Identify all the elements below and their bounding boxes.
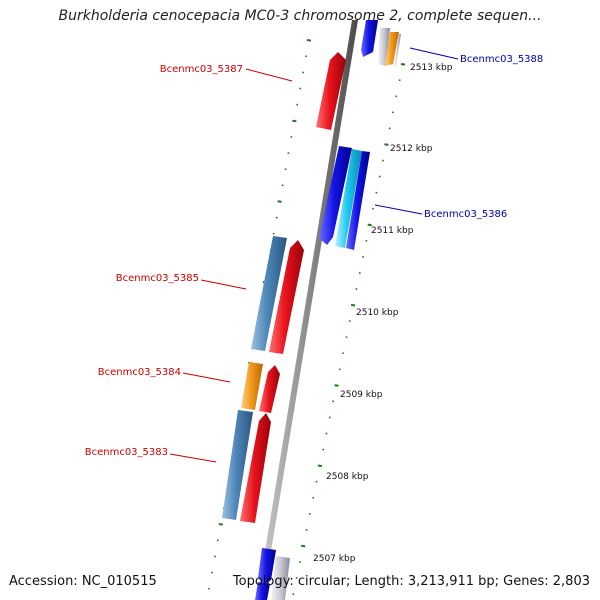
gene-label-bcenmc03-5387[interactable]: Bcenmc03_5387: [160, 64, 243, 75]
scale-label: 2510 kbp: [356, 308, 399, 318]
gene-label-bcenmc03-5384[interactable]: Bcenmc03_5384: [98, 367, 181, 378]
gene-label-bcenmc03-5388[interactable]: Bcenmc03_5388: [460, 54, 543, 65]
scale-label: 2508 kbp: [326, 472, 369, 482]
scale-label: 2512 kbp: [390, 144, 433, 154]
gene-label-bcenmc03-5386[interactable]: Bcenmc03_5386: [424, 209, 507, 220]
major-tick: [292, 119, 297, 123]
major-tick: [306, 39, 312, 42]
gene-arrow-blue[interactable]: [346, 151, 370, 250]
scale-label: 2509 kbp: [340, 390, 383, 400]
leader-line: [182, 372, 231, 383]
leader-line: [409, 47, 459, 60]
gene-arrow-red[interactable]: [240, 413, 271, 523]
gene-arrow-blue[interactable]: [258, 548, 276, 585]
accession-text: Accession: NC_010515: [9, 574, 157, 589]
gene-label-bcenmc03-5385[interactable]: Bcenmc03_5385: [116, 273, 199, 284]
major-tick: [334, 384, 339, 387]
backbone-band: [257, 20, 358, 600]
gene-arrow-bcenmc03-5384[interactable]: [241, 362, 263, 410]
inner-tick-track: [292, 63, 406, 596]
scale-label: 2507 kbp: [313, 554, 356, 564]
leader-line: [245, 68, 293, 82]
gene-arrow-red[interactable]: [269, 240, 304, 354]
gene-arrow-red[interactable]: [259, 365, 280, 413]
gene-arrow-blue[interactable]: [361, 20, 378, 57]
gene-arrow-blue[interactable]: [255, 582, 270, 600]
major-tick: [350, 303, 356, 307]
leader-line: [374, 204, 423, 215]
gene-labels: Bcenmc03_5387 Bcenmc03_5388 Bcenmc03_538…: [85, 47, 543, 463]
leader-line: [200, 279, 247, 290]
gene-features[interactable]: [222, 20, 401, 600]
major-tick: [384, 143, 389, 146]
gene-arrow-bcenmc03-5383[interactable]: [222, 410, 253, 520]
map-title: Burkholderia cenocepacia MC0-3 chromosom…: [58, 8, 542, 24]
gene-arrow-orange[interactable]: [385, 32, 399, 66]
gene-arrow-bcenmc03-5387[interactable]: [316, 52, 346, 130]
backbone: [257, 20, 358, 600]
major-tick: [301, 544, 306, 548]
scale-label: 2511 kbp: [371, 226, 414, 236]
gene-arrow-bcenmc03-5385[interactable]: [251, 236, 287, 351]
gene-arrow-grey[interactable]: [394, 34, 401, 66]
major-tick: [367, 223, 372, 227]
gene-label-bcenmc03-5383[interactable]: Bcenmc03_5383: [85, 447, 168, 458]
gene-arrow-grey[interactable]: [271, 556, 290, 600]
major-tick: [400, 63, 406, 66]
gene-arrow-bcenmc03-5386[interactable]: [319, 146, 352, 245]
topology-summary: Topology: circular; Length: 3,213,911 bp…: [232, 574, 590, 589]
major-tick: [317, 464, 323, 468]
leader-line: [169, 453, 217, 463]
major-tick: [218, 523, 223, 526]
scale-label: 2513 kbp: [410, 63, 453, 73]
major-tick: [277, 200, 282, 203]
gene-arrow-cyan[interactable]: [335, 149, 362, 248]
scale-labels: 2513 kbp 2512 kbp 2511 kbp 2510 kbp 2509…: [313, 63, 453, 564]
